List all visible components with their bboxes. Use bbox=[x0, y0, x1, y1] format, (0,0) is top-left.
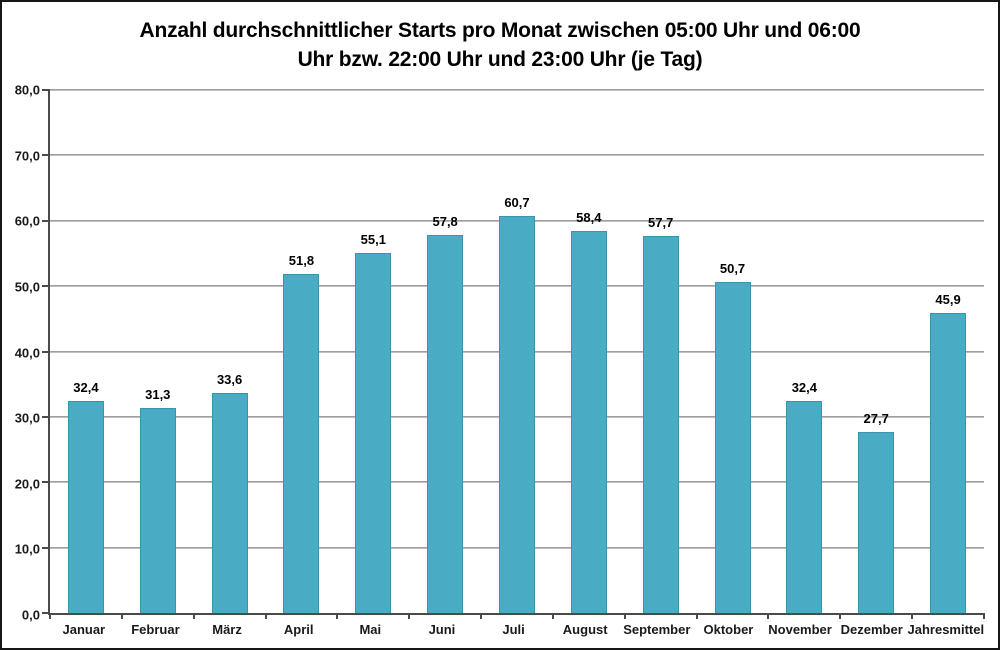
bar-column: 57,7 bbox=[625, 90, 697, 613]
chart-title-line-2: Uhr bzw. 22:00 Uhr und 23:00 Uhr (je Tag… bbox=[297, 48, 703, 71]
bar-column: 32,4 bbox=[50, 90, 122, 613]
gridline bbox=[50, 89, 984, 91]
x-axis-label: Oktober bbox=[703, 622, 754, 637]
x-axis-label: September bbox=[623, 622, 691, 637]
bar bbox=[786, 401, 823, 613]
x-axis-tick bbox=[192, 613, 195, 619]
x-axis-label: März bbox=[212, 622, 242, 637]
y-axis-tick bbox=[42, 154, 50, 157]
bar-column: 32,4 bbox=[768, 90, 840, 613]
bar-column: 27,7 bbox=[840, 90, 912, 613]
x-axis-label: April bbox=[283, 622, 314, 637]
bars-row: 32,4 31,3 33,6 51,8 55,1 57,8 60,7 58,4 57,7 50,7… bbox=[50, 90, 984, 613]
x-axis-tick bbox=[408, 613, 411, 619]
bar bbox=[930, 312, 967, 613]
bar-column: 51,8 bbox=[266, 90, 338, 613]
x-axis-tick bbox=[911, 613, 914, 619]
x-axis-label: Jahresmittel bbox=[907, 622, 985, 637]
y-axis-tick bbox=[42, 285, 50, 288]
bar-column: 57,8 bbox=[409, 90, 481, 613]
bar-column: 60,7 bbox=[481, 90, 553, 613]
x-axis-tick bbox=[264, 613, 267, 619]
bar bbox=[67, 401, 104, 613]
bar-column: 45,9 bbox=[912, 90, 984, 613]
y-axis-tick bbox=[42, 415, 50, 418]
bar bbox=[498, 216, 535, 613]
y-axis-tick bbox=[42, 350, 50, 353]
bar-value-label: 51,8 bbox=[288, 253, 315, 269]
bar bbox=[139, 408, 176, 613]
bar bbox=[283, 274, 320, 613]
y-axis-tick bbox=[42, 612, 50, 614]
x-axis-label: Januar bbox=[62, 622, 106, 637]
y-axis-label: 60,0 bbox=[14, 213, 40, 229]
x-axis-tick bbox=[480, 613, 483, 619]
x-axis-tick bbox=[767, 613, 770, 619]
bar-value-label: 33,6 bbox=[216, 372, 243, 388]
bar-value-label: 57,7 bbox=[648, 214, 674, 230]
y-axis-label: 50,0 bbox=[14, 279, 40, 295]
bar bbox=[355, 252, 392, 613]
x-axis-tick bbox=[336, 613, 339, 619]
bar bbox=[211, 393, 248, 613]
x-axis-tick bbox=[49, 613, 51, 619]
y-axis-label: 30,0 bbox=[14, 410, 40, 426]
bar bbox=[570, 231, 607, 613]
x-axis-tick bbox=[839, 613, 842, 619]
x-axis-label: November bbox=[768, 622, 832, 637]
bar bbox=[427, 235, 464, 613]
y-axis-label: 0,0 bbox=[21, 607, 40, 623]
bar-value-label: 27,7 bbox=[863, 410, 889, 426]
bar bbox=[642, 235, 679, 613]
x-axis-label: Juli bbox=[502, 622, 525, 637]
y-axis-label: 40,0 bbox=[14, 345, 40, 360]
y-axis-tick bbox=[42, 89, 50, 91]
y-axis-label: 80,0 bbox=[14, 82, 40, 98]
bar bbox=[714, 281, 751, 613]
bar-value-label: 31,3 bbox=[145, 387, 171, 403]
bar-column: 31,3 bbox=[122, 90, 194, 613]
y-axis-tick bbox=[42, 481, 50, 484]
x-axis-label: August bbox=[562, 622, 608, 637]
x-axis-tick bbox=[120, 613, 123, 619]
bar-value-label: 32,4 bbox=[73, 380, 99, 396]
bar-column: 50,7 bbox=[697, 90, 769, 613]
chart-title-line-1: Anzahl durchschnittlicher Starts pro Mon… bbox=[139, 19, 861, 42]
bar-value-label: 57,8 bbox=[432, 214, 458, 230]
bar bbox=[858, 431, 895, 613]
x-axis-label: Februar bbox=[131, 622, 180, 637]
bar-value-label: 50,7 bbox=[719, 260, 746, 276]
x-axis-label: Dezember bbox=[840, 622, 903, 637]
x-axis-tick bbox=[623, 613, 626, 619]
x-axis-tick bbox=[551, 613, 554, 619]
y-axis-labels: 0,0 10,0 20,0 30,0 40,0 50,0 60,0 70,0 80,0 bbox=[2, 83, 40, 623]
bar-value-label: 60,7 bbox=[504, 195, 530, 211]
y-axis-label: 10,0 bbox=[14, 541, 40, 557]
y-axis-label: 20,0 bbox=[14, 476, 40, 492]
bar-column: 58,4 bbox=[553, 90, 625, 613]
x-axis-tick bbox=[983, 613, 985, 619]
bar-value-label: 58,4 bbox=[576, 210, 602, 226]
x-axis-tick bbox=[695, 613, 698, 619]
bar-value-label: 32,4 bbox=[791, 380, 818, 396]
y-axis-label: 70,0 bbox=[14, 148, 40, 164]
chart-title: Anzahl durchschnittlicher Starts pro Mon… bbox=[2, 16, 998, 74]
y-axis-tick bbox=[42, 219, 50, 222]
y-axis-tick bbox=[42, 546, 50, 549]
bar-value-label: 45,9 bbox=[935, 291, 961, 307]
x-axis-label: Juni bbox=[428, 622, 456, 637]
gridline bbox=[50, 154, 984, 157]
x-axis-labels: Januar Februar März April Mai Juni Juli August S… bbox=[48, 622, 984, 637]
bar-column: 33,6 bbox=[194, 90, 266, 613]
bar-column: 55,1 bbox=[337, 90, 409, 613]
plot-area: 32,4 31,3 33,6 51,8 55,1 57,8 60,7 58,4 57,7 50,7… bbox=[42, 89, 985, 619]
x-axis-label: Mai bbox=[359, 622, 382, 637]
bar-value-label: 55,1 bbox=[360, 231, 386, 247]
